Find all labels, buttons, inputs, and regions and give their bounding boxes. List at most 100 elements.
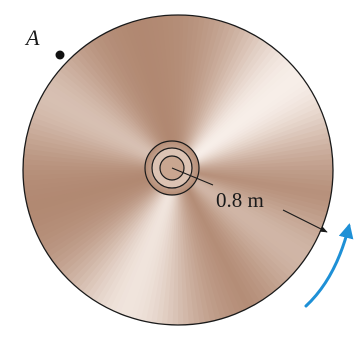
disk-shade-wedge [50,170,178,289]
disk-shade-wedge [166,15,178,170]
radius-arrow [282,209,328,233]
disk-shade-wedge [178,170,323,267]
disk-shade-wedge [178,170,242,325]
disk-shade-wedge [178,170,278,312]
disk-shade-wedge [98,16,178,171]
disk-shade-wedge [23,170,178,245]
disk-shade-wedge [91,170,178,321]
disk-shade-wedge [178,128,333,170]
disk-shading [23,15,333,325]
disk-shade-wedge [23,170,178,229]
disk-shade-wedge [119,15,178,170]
disk-rim [22,14,334,326]
disk-shade-wedge [178,19,265,170]
disk-shade-wedge [178,100,333,170]
disk-shade-wedge [178,170,301,294]
disk-shade-wedge [142,15,178,170]
disk-shade-wedge [178,170,190,325]
disk-shade-wedge [44,59,178,171]
disk-shade-wedge [178,158,333,170]
disk-shade-wedge [86,170,178,318]
disk-shade-wedge [178,152,333,170]
disk-shade-wedge [178,170,319,272]
disk-shade-wedge [178,70,320,170]
disk-shade-wedge [178,140,333,170]
disk-shade-wedge [148,15,178,170]
radius-label: 0.8 m [216,188,264,212]
disk-shade-wedge [78,28,178,170]
disk-shade-wedge [62,170,178,301]
disk-shade-wedge [178,43,298,171]
disk-shade-wedge [178,111,333,170]
disk-shade-wedge [23,170,178,200]
disk-shade-wedge [178,51,306,170]
disk-shade-wedge [55,46,178,170]
disk-shade-wedge [178,170,309,286]
disk-shade-wedge [178,170,288,306]
disk-shade-wedge [178,79,327,170]
point-a-dot [55,50,65,60]
disk-shade-wedge [172,15,180,170]
disk-shade-wedge [67,170,178,304]
disk-shade-wedge [178,170,329,257]
disk-shade-wedge [103,15,178,170]
disk-shade-wedge [154,15,178,170]
disk-shade-wedge [178,164,333,172]
disk-shade-wedge [87,21,178,171]
disk-shade-wedge [178,170,283,309]
disk-shade-wedge [178,170,225,325]
disk-shade-wedge [178,170,202,325]
disk-shade-wedge [81,170,178,315]
disk-shade-wedge [178,170,231,325]
disk-shade-wedge [23,170,178,234]
disk-shade-wedge [24,170,179,250]
disk-shade-wedge [82,24,178,171]
disk-shade-wedge [23,170,178,194]
disk-shade-wedge [178,170,220,325]
disk-shade-wedge [178,170,237,325]
disk-shade-wedge [178,22,270,170]
disk-shade-wedge [54,170,178,293]
disk-shade-wedge [178,85,329,170]
disk-shade-wedge [178,117,333,170]
disk-shade-wedge [178,74,324,170]
disk-shade-wedge [178,170,316,277]
disk-shade-wedge [178,29,280,170]
disk-shade-wedge [51,50,179,170]
disk-shade-wedge [73,31,178,171]
disk-shade-wedge [93,19,178,171]
disk-shade-wedge [23,168,178,176]
disk-shade-wedge [136,15,178,170]
disk-shade-wedge [178,170,214,325]
disk-shade-wedge [32,170,179,266]
disk-shade-wedge [178,170,263,321]
disk-shade-wedge [176,170,184,325]
disk-shade-wedge [58,170,178,297]
disk-shade-wedge [178,56,310,170]
disk-shade-wedge [178,123,333,170]
disk-shade-wedge [178,170,312,281]
disk-shade-wedge [40,63,179,170]
disk-shade-wedge [178,146,333,170]
disk-shade-wedge [178,170,292,302]
disk-shade-wedge [178,170,274,316]
disk-shade-wedge [42,170,178,280]
disk-shade-wedge [108,15,178,170]
disk-shade-wedge [178,170,305,290]
disk-shade-wedge [178,170,269,319]
disk-shade-wedge [178,134,333,170]
disk-shade-wedge [68,34,178,170]
disk-shade-wedge [131,15,178,170]
disk-shade-wedge [23,170,178,182]
disk-shade-wedge [23,170,178,212]
disk-shade-wedge [178,170,248,325]
disk-shade-wedge [178,60,314,170]
disk-shade-wedge [71,170,178,308]
disk-shade-wedge [178,170,208,325]
disk-shade-wedge [46,170,179,284]
radius-line-inner [171,167,214,186]
disk-shade-wedge [23,170,178,217]
disk-shade-wedge [178,32,285,171]
disk-shade-wedge [47,54,178,170]
